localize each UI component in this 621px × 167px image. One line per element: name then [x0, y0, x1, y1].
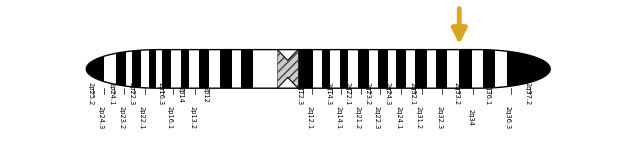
Text: 2q21.2: 2q21.2: [355, 106, 361, 129]
Bar: [132, 50, 141, 88]
Bar: [220, 50, 232, 88]
Bar: [232, 50, 242, 88]
Bar: [314, 50, 322, 88]
Bar: [189, 50, 199, 88]
Bar: [209, 50, 220, 88]
Bar: [104, 50, 116, 88]
Bar: [472, 50, 483, 88]
Bar: [369, 50, 378, 88]
Bar: [141, 50, 149, 88]
Text: 2q14.3: 2q14.3: [326, 82, 332, 106]
Text: 2p22.3: 2p22.3: [129, 82, 134, 106]
Bar: [496, 50, 507, 88]
Bar: [162, 50, 171, 88]
Text: 2p25.2: 2p25.2: [87, 82, 93, 106]
Bar: [171, 50, 181, 88]
Text: 2p13.2: 2p13.2: [189, 106, 195, 129]
Polygon shape: [278, 77, 298, 88]
Bar: [278, 50, 298, 88]
Text: 2q37.2: 2q37.2: [524, 82, 530, 106]
Text: 2q24.3: 2q24.3: [384, 82, 391, 106]
Text: 2p24.1: 2p24.1: [108, 82, 114, 106]
Text: 2p23.2: 2p23.2: [119, 106, 124, 129]
Text: 2q12.3: 2q12.3: [297, 82, 303, 106]
Bar: [340, 50, 348, 88]
Text: 2q12.1: 2q12.1: [307, 106, 312, 129]
Bar: [278, 50, 298, 88]
Bar: [427, 50, 436, 88]
Bar: [181, 50, 189, 88]
Bar: [116, 50, 125, 88]
Bar: [520, 50, 550, 88]
Bar: [199, 50, 209, 88]
Text: 2q22.3: 2q22.3: [374, 106, 380, 129]
Bar: [447, 50, 460, 88]
Text: 2q14.1: 2q14.1: [335, 106, 342, 129]
Bar: [241, 50, 253, 88]
Bar: [348, 50, 358, 88]
Text: 2q32.3: 2q32.3: [437, 106, 442, 129]
Bar: [298, 50, 314, 88]
Text: 2q24.1: 2q24.1: [395, 106, 401, 129]
Bar: [322, 50, 330, 88]
Text: 2q34: 2q34: [467, 109, 473, 126]
Text: 2q36.1: 2q36.1: [484, 82, 491, 106]
Text: 2p22.1: 2p22.1: [139, 106, 145, 129]
Bar: [125, 50, 132, 88]
Bar: [436, 50, 447, 88]
Bar: [253, 50, 278, 88]
PathPatch shape: [86, 50, 550, 88]
Bar: [406, 50, 415, 88]
Bar: [483, 50, 496, 88]
Text: 2p16.1: 2p16.1: [167, 106, 173, 129]
Polygon shape: [278, 50, 298, 60]
Text: 2p12: 2p12: [202, 86, 209, 103]
Text: 2q22.1: 2q22.1: [345, 82, 351, 106]
Text: 2q31.2: 2q31.2: [415, 106, 422, 129]
Text: 2q36.3: 2q36.3: [505, 106, 510, 129]
Text: 2q23.2: 2q23.2: [365, 82, 370, 106]
Bar: [378, 50, 388, 88]
Bar: [358, 50, 369, 88]
Bar: [86, 50, 104, 88]
Text: 2p16.3: 2p16.3: [157, 82, 163, 106]
Bar: [507, 50, 520, 88]
Bar: [460, 50, 472, 88]
Bar: [156, 50, 162, 88]
Text: 2q33.2: 2q33.2: [453, 82, 460, 106]
Text: 2p24.3: 2p24.3: [97, 106, 104, 129]
Bar: [149, 50, 156, 88]
Bar: [388, 50, 396, 88]
Bar: [415, 50, 427, 88]
Bar: [330, 50, 340, 88]
Text: 2p14: 2p14: [178, 86, 184, 103]
Bar: [396, 50, 406, 88]
Text: 2q32.1: 2q32.1: [409, 82, 415, 106]
